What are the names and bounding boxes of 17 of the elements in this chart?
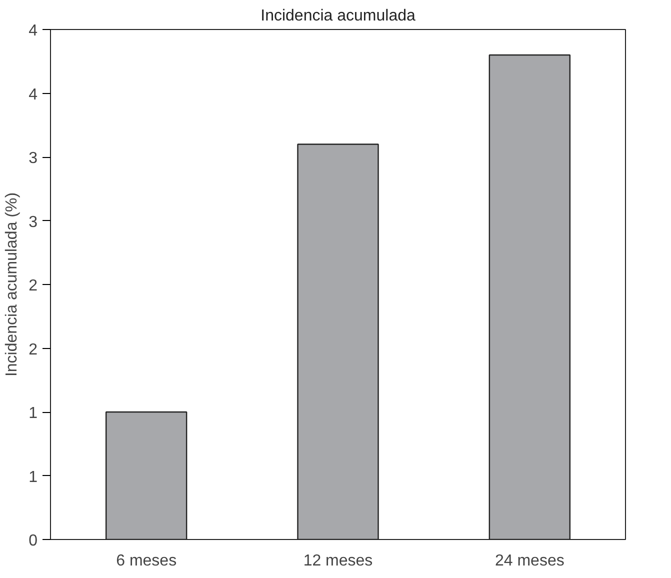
- y-tick-label: 3: [28, 214, 38, 231]
- y-tick-label: 3: [28, 150, 38, 167]
- y-tick-label: 1: [28, 405, 38, 422]
- x-tick-label: 24 meses: [494, 552, 564, 570]
- y-tick-label: 0: [28, 532, 38, 550]
- y-tick-label: 1: [28, 468, 38, 486]
- x-tick-label: 6 meses: [116, 552, 177, 570]
- chart-title: Incidencia acumulada: [260, 8, 416, 24]
- x-tick-label: 12 meses: [303, 552, 373, 570]
- bar: [105, 411, 188, 540]
- y-tick-label: 2: [28, 278, 38, 294]
- bar: [297, 144, 379, 540]
- bar: [488, 54, 571, 540]
- y-tick-label: 2: [28, 341, 38, 358]
- y-tick-label: 4: [28, 22, 38, 40]
- y-axis-title: Incidencia acumulada (%): [4, 192, 21, 377]
- y-tick-label: 4: [28, 86, 38, 104]
